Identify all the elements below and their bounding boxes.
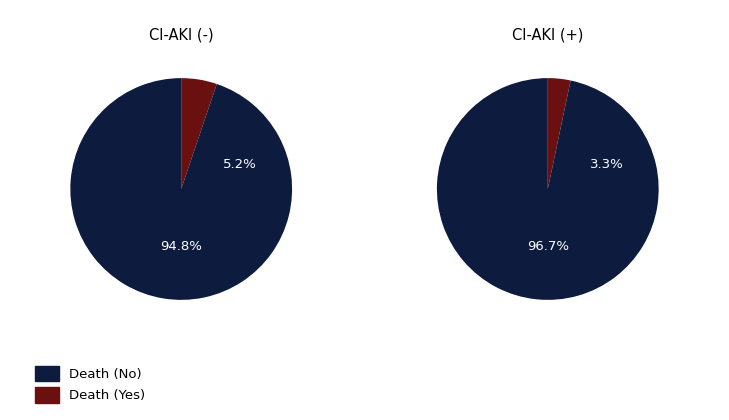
Text: 94.8%: 94.8%	[160, 240, 202, 253]
Title: CI-AKI (+): CI-AKI (+)	[512, 27, 583, 42]
Wedge shape	[70, 78, 292, 300]
Text: 3.3%: 3.3%	[590, 158, 624, 171]
Title: CI-AKI (-): CI-AKI (-)	[149, 27, 214, 42]
Wedge shape	[547, 78, 571, 189]
Wedge shape	[437, 78, 659, 300]
Wedge shape	[182, 78, 217, 189]
Text: 96.7%: 96.7%	[527, 240, 569, 253]
Legend: Death (No), Death (Yes): Death (No), Death (Yes)	[28, 359, 152, 409]
Text: 5.2%: 5.2%	[223, 158, 257, 171]
